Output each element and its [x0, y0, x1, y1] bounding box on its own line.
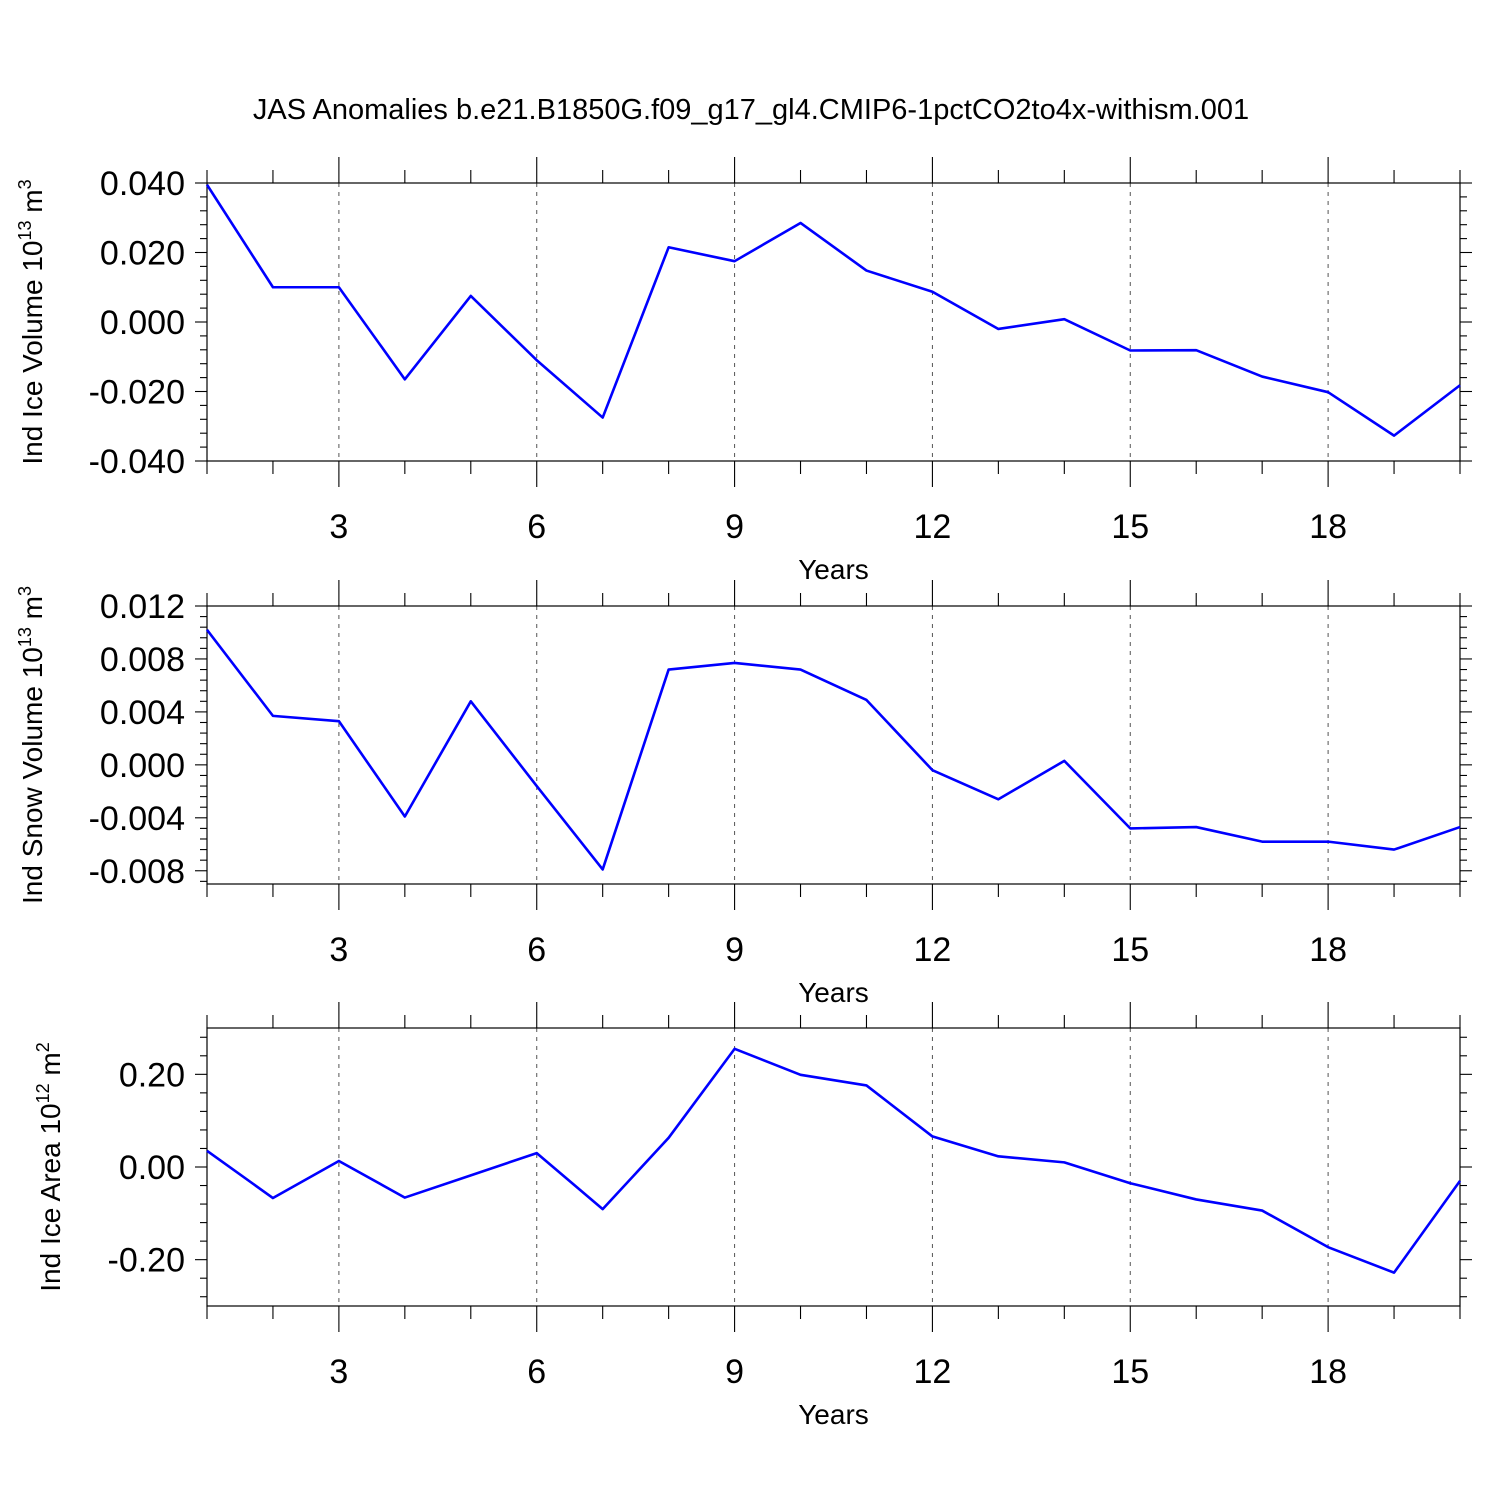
y-tick-label: 0.020 — [100, 235, 185, 273]
x-axis-title: Years — [798, 1399, 869, 1430]
chart-title: JAS Anomalies b.e21.B1850G.f09_g17_gl4.C… — [253, 94, 1249, 126]
series-line — [205, 184, 1461, 437]
y-tick-label: 0.004 — [100, 694, 185, 732]
x-tick-label: 6 — [527, 508, 546, 546]
y-tick-label: -0.040 — [89, 443, 185, 481]
series-line — [205, 629, 1461, 871]
y-tick-label: -0.004 — [89, 800, 185, 838]
y-tick-label: 0.000 — [100, 304, 185, 342]
x-tick-label: 9 — [725, 931, 744, 969]
x-tick-label: 18 — [1309, 508, 1347, 546]
x-tick-label: 3 — [329, 1353, 348, 1391]
x-tick-label: 6 — [527, 1353, 546, 1391]
y-tick-label: -0.020 — [89, 374, 185, 412]
y-axis-title: Ind Ice Volume 1013 m3 — [15, 179, 48, 464]
y-tick-label: 0.040 — [100, 165, 185, 203]
panel-2: -0.008 -0.004 0.000 0.004 0.008 0.012 3 6 9 12 15 1… — [15, 580, 1472, 1008]
x-tick-label: 15 — [1111, 508, 1149, 546]
panel-1: -0.040 -0.020 0.000 0.020 0.040 3 6 9 12 15 18 Year… — [15, 157, 1472, 585]
x-tick-label: 15 — [1111, 1353, 1149, 1391]
x-tick-label: 12 — [914, 508, 952, 546]
x-tick-label: 15 — [1111, 931, 1149, 969]
x-tick-label: 12 — [914, 931, 952, 969]
x-tick-label: 9 — [725, 1353, 744, 1391]
x-axis-title: Years — [798, 977, 869, 1008]
x-tick-label: 18 — [1309, 1353, 1347, 1391]
y-tick-label: 0.008 — [100, 641, 185, 679]
y-axis-title: Ind Snow Volume 1013 m3 — [15, 586, 48, 904]
x-tick-label: 18 — [1309, 931, 1347, 969]
x-tick-label: 3 — [329, 931, 348, 969]
panel-3: -0.20 0.00 0.20 3 6 9 12 15 18 Years Ind Ice Area … — [33, 1002, 1472, 1430]
x-tick-label: 6 — [527, 931, 546, 969]
plot-frame — [206, 605, 1461, 885]
y-tick-label: 0.000 — [100, 747, 185, 785]
y-tick-label: 0.20 — [119, 1056, 185, 1094]
series-line — [206, 1047, 1462, 1274]
y-tick-label: 0.00 — [119, 1149, 185, 1187]
y-axis-title: Ind Ice Area 1012 m2 — [33, 1042, 66, 1292]
x-axis-title: Years — [798, 554, 869, 585]
x-tick-label: 3 — [329, 508, 348, 546]
x-tick-label: 12 — [914, 1353, 952, 1391]
y-tick-label: -0.008 — [89, 853, 185, 891]
x-tick-label: 9 — [725, 508, 744, 546]
y-tick-label: 0.012 — [100, 588, 185, 626]
y-tick-label: -0.20 — [108, 1242, 186, 1280]
